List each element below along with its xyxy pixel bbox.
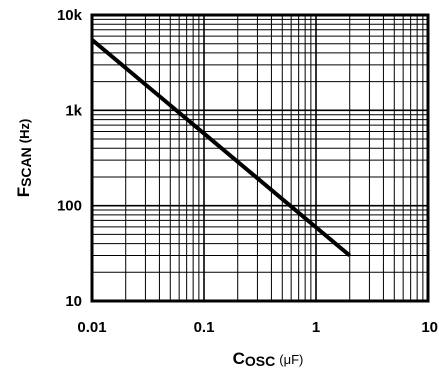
y-axis-label: FSCAN (Hz) — [14, 119, 34, 198]
x-tick-labels: 0.01 0.1 1 10 — [77, 319, 438, 336]
grid — [92, 15, 428, 301]
plot-frame — [90, 13, 430, 303]
x-tick-label: 1 — [312, 319, 320, 336]
y-tick-label: 1k — [65, 102, 82, 119]
x-tick-label: 0.1 — [194, 319, 215, 336]
y-axis-label-sub: SCAN — [18, 147, 34, 187]
x-axis-label-sub: OSC — [245, 353, 275, 369]
y-tick-label: 10k — [57, 7, 83, 24]
y-tick-label: 100 — [57, 198, 82, 215]
x-axis-label-unit: (μF) — [279, 352, 303, 367]
y-tick-labels: 10 100 1k 10k — [57, 7, 83, 310]
series-group — [90, 38, 351, 258]
series-line-1 — [90, 38, 351, 258]
y-tick-label: 10 — [65, 293, 82, 310]
y-axis-label-main: F — [14, 187, 33, 197]
x-axis-label-main: C — [233, 349, 245, 368]
x-tick-label: 10 — [421, 319, 438, 336]
x-axis-label: COSC (μF) — [233, 349, 304, 369]
x-tick-label: 0.01 — [77, 319, 106, 336]
y-axis-label-unit: (Hz) — [17, 119, 32, 144]
